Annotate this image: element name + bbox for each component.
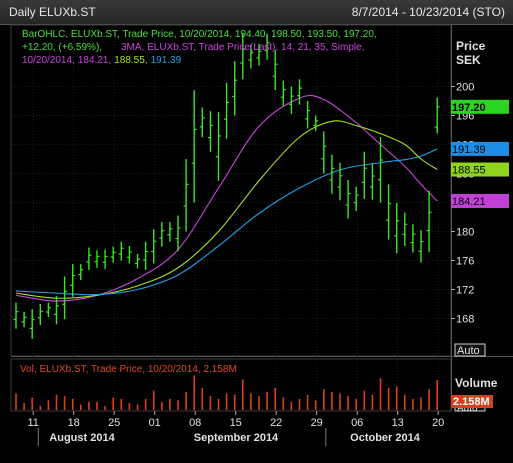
price-tag [451, 162, 509, 177]
x-tick-label: 22 [270, 417, 282, 429]
ma-legend-val2: 188.55, [114, 55, 147, 66]
volume-legend: Vol, ELUXb.ST, Trade Price, 10/20/2014, … [20, 364, 237, 375]
price-tag [451, 193, 509, 208]
ohlc-legend-line1: BarOHLC, ELUXb.ST, Trade Price, 10/20/20… [22, 29, 377, 40]
chart-window-title: Daily ELUXb.ST [9, 5, 96, 19]
moving-average-lines [15, 94, 438, 302]
price-tags: 197.20 191.39 188.55 184.21 [451, 99, 509, 208]
price-tag-label: 184.21 [452, 196, 486, 208]
currency-label: SEK [456, 53, 481, 67]
y-tick-label: 172 [456, 285, 474, 297]
x-tick-label: 29 [311, 417, 323, 429]
x-tick-label: 11 [27, 417, 38, 429]
month-label: September 2014 [194, 432, 279, 444]
ma-legend-val1: 184.21, [78, 55, 111, 66]
y-tick-label: 168 [456, 314, 474, 326]
x-tick-label: 20 [432, 417, 444, 429]
price-tag-label: 191.39 [452, 144, 486, 156]
price-tag [451, 141, 509, 156]
ohlc-bars [13, 32, 440, 339]
x-tick-label: 25 [108, 417, 120, 429]
x-tick-label: 08 [189, 417, 201, 429]
y-tick-label: 200 [456, 82, 474, 94]
month-labels: August 2014 September 2014 October 2014 [37, 428, 421, 446]
volume-auto-label: Auto [457, 403, 478, 414]
month-label: August 2014 [49, 432, 115, 444]
gridlines [12, 26, 451, 410]
price-auto-label: Auto [457, 345, 480, 357]
price-panel-frame [10, 24, 452, 357]
y-tick-label: 176 [456, 256, 474, 268]
x-tick-label: 15 [230, 417, 242, 429]
y-tick-label: 180 [456, 227, 474, 239]
price-tag [451, 99, 509, 114]
ma-line-35 [15, 148, 438, 296]
volume-last-label: 2.158M [453, 396, 490, 408]
ma-legend-val3: 191.39 [151, 55, 182, 66]
ohlc-legend-line2: +12.20, (+6.59%), [22, 42, 102, 53]
ma-legend-date: 10/20/2014, [22, 55, 75, 66]
date-axis-ticks: 11 18 25 01 08 15 22 29 06 13 20 [27, 411, 444, 429]
x-tick-label: 13 [392, 417, 404, 429]
x-tick-label: 06 [351, 417, 363, 429]
volume-last-tag [451, 395, 493, 408]
price-tag-label: 188.55 [452, 165, 486, 177]
volume-bars [15, 375, 439, 410]
month-label: October 2014 [350, 432, 421, 444]
date-range: 8/7/2014 - 10/23/2014 (STO) [351, 5, 505, 19]
price-axis-title: Price [456, 39, 486, 53]
x-tick-label: 01 [149, 417, 161, 429]
price-auto-button[interactable] [454, 343, 486, 357]
ma-legend-line2: 3MA, ELUXb.ST, Trade Price(Last), 14, 21… [121, 42, 364, 53]
volume-title: Volume [455, 376, 498, 390]
price-tag-label: 197.20 [452, 102, 486, 114]
x-tick-label: 18 [68, 417, 80, 429]
window-titlebar: Daily ELUXb.ST 8/7/2014 - 10/23/2014 (ST… [0, 0, 513, 25]
ma-legend-line3: 10/20/2014, 184.21, 188.55, 191.39 [22, 55, 182, 66]
